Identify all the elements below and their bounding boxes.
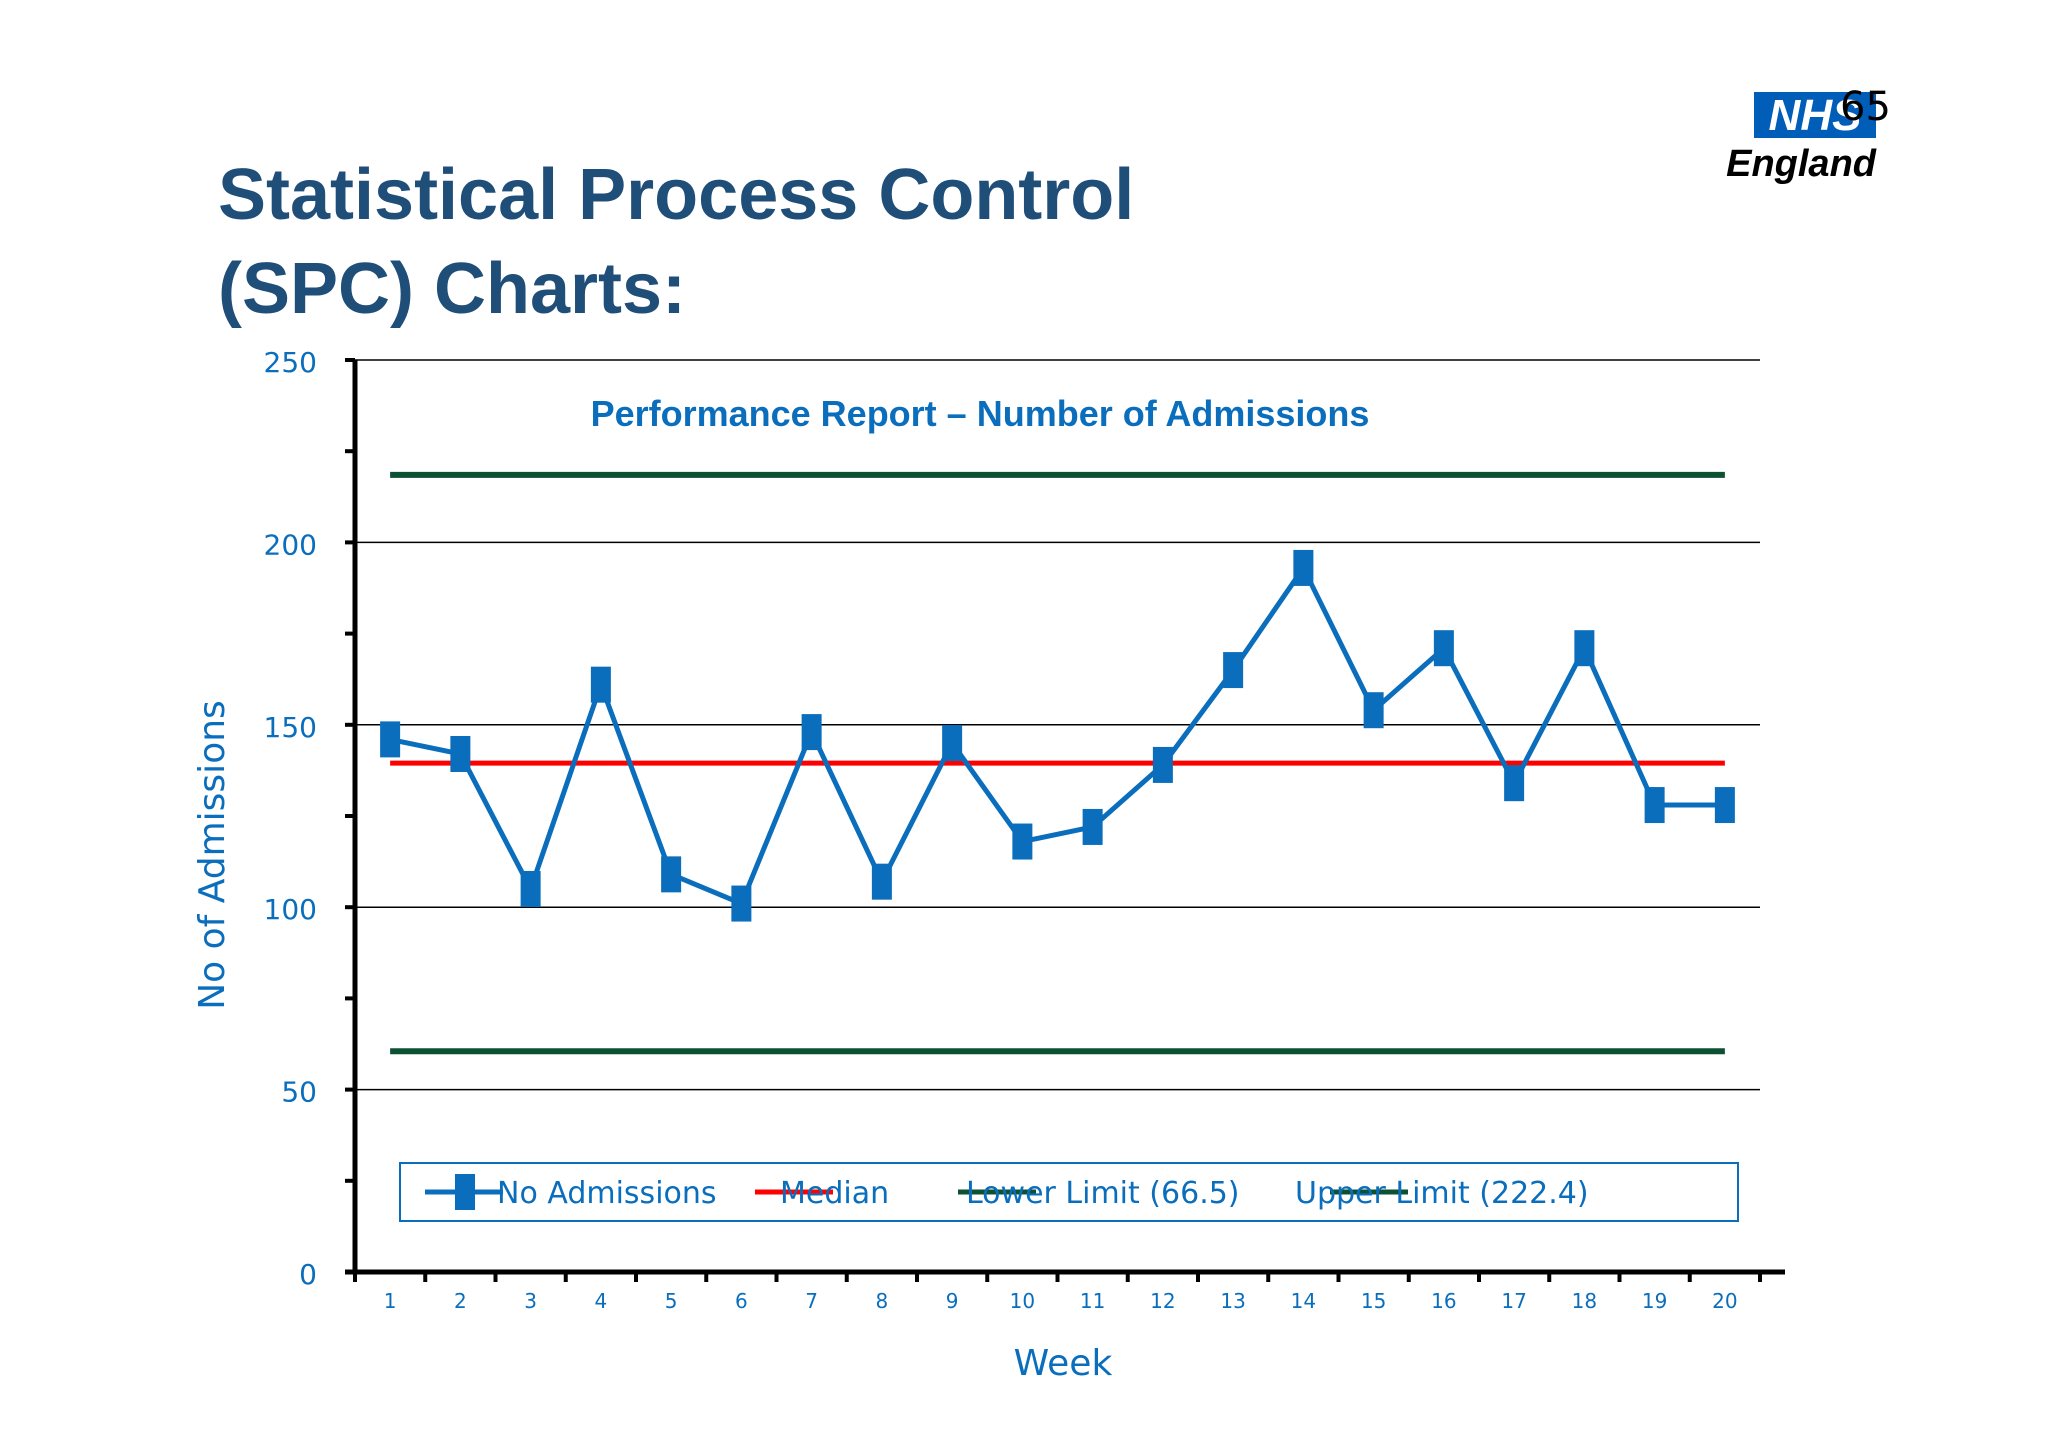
x-tick-label-16: 16: [1431, 1289, 1456, 1313]
legend-item-median-label: Median: [780, 1176, 889, 1211]
y-tick-label-100: 100: [264, 893, 317, 926]
data-point-week-5: [661, 856, 682, 893]
x-tick-label-9: 9: [946, 1289, 959, 1313]
data-point-week-17: [1504, 765, 1525, 802]
data-point-week-15: [1363, 692, 1384, 729]
x-tick-label-15: 15: [1361, 1289, 1386, 1313]
data-point-week-16: [1433, 630, 1454, 667]
data-point-week-13: [1223, 652, 1244, 689]
x-tick-label-1: 1: [384, 1289, 397, 1313]
slide-title-line-2: (SPC) Charts:: [218, 249, 687, 329]
legend-item-upper-limit-label: Upper Limit (222.4): [1295, 1176, 1589, 1211]
gridlines: [355, 359, 1760, 1091]
x-tick-label-18: 18: [1572, 1289, 1597, 1313]
legend-item-no-admissions-marker: [455, 1174, 475, 1210]
x-tick-label-10: 10: [1010, 1289, 1035, 1313]
data-point-week-11: [1082, 808, 1103, 845]
y-tick-label-200: 200: [264, 528, 317, 561]
y-tick-label-0: 0: [299, 1258, 317, 1291]
data-point-week-3: [520, 870, 541, 907]
x-tick-label-11: 11: [1080, 1289, 1105, 1313]
x-axis-label: Week: [1014, 1343, 1113, 1384]
data-point-week-18: [1574, 630, 1595, 667]
page-number: 65: [1840, 84, 1891, 130]
x-tick-label-2: 2: [454, 1289, 467, 1313]
legend-item-no-admissions: No Admissions: [425, 1174, 717, 1211]
y-tick-label-250: 250: [264, 346, 317, 379]
x-tick-label-6: 6: [735, 1289, 748, 1313]
x-tick-label-13: 13: [1220, 1289, 1245, 1313]
nhs-logo-subtitle: England: [1726, 143, 1877, 185]
legend-item-lower-limit-label: Lower Limit (66.5): [966, 1176, 1240, 1211]
x-tick-label-7: 7: [805, 1289, 818, 1313]
legend-item-median: Median: [755, 1176, 889, 1211]
data-point-week-8: [871, 863, 892, 900]
slide-title: Statistical Process Control (SPC) Charts…: [218, 148, 1418, 336]
nhs-logo-box: [1754, 92, 1876, 138]
legend-item-upper-limit: Upper Limit (222.4): [1295, 1176, 1589, 1211]
x-tick-label-14: 14: [1291, 1289, 1316, 1313]
series-no-admissions: [380, 549, 1735, 922]
legend: No Admissions Median Lower Limit (66.5) Upp…: [399, 1162, 1739, 1222]
data-point-week-1: [380, 721, 401, 758]
y-axis-label: No of Admissions: [192, 700, 233, 1010]
legend-item-lower-limit: Lower Limit (66.5): [958, 1176, 1240, 1211]
data-point-week-4: [590, 666, 611, 703]
x-tick-label-20: 20: [1712, 1289, 1737, 1313]
x-tick-label-19: 19: [1642, 1289, 1667, 1313]
slide-title-line-1: Statistical Process Control: [218, 155, 1135, 235]
x-tick-label-3: 3: [524, 1289, 537, 1313]
y-tick-label-50: 50: [281, 1076, 317, 1109]
data-point-week-19: [1644, 787, 1665, 824]
x-tick-label-8: 8: [876, 1289, 889, 1313]
legend-item-no-admissions-label: No Admissions: [497, 1176, 717, 1211]
data-point-week-20: [1714, 787, 1735, 824]
data-point-week-14: [1293, 549, 1314, 586]
data-point-week-6: [731, 885, 752, 922]
data-point-week-7: [801, 714, 822, 751]
data-point-week-9: [942, 725, 963, 762]
x-tick-label-12: 12: [1150, 1289, 1175, 1313]
y-tick-label-150: 150: [264, 711, 317, 744]
data-point-week-12: [1152, 746, 1173, 783]
nhs-logo-brand: NHS: [1769, 91, 1862, 140]
data-point-week-10: [1012, 823, 1033, 860]
legend-box: [399, 1162, 1739, 1222]
data-point-week-2: [450, 735, 471, 772]
x-tick-label-5: 5: [665, 1289, 678, 1313]
no-admissions-line: [389, 565, 1725, 907]
x-tick-label-4: 4: [595, 1289, 608, 1313]
chart-title: Performance Report – Number of Admission…: [591, 393, 1370, 434]
x-tick-label-17: 17: [1501, 1289, 1526, 1313]
nhs-england-logo: NHS England: [1726, 91, 1877, 185]
